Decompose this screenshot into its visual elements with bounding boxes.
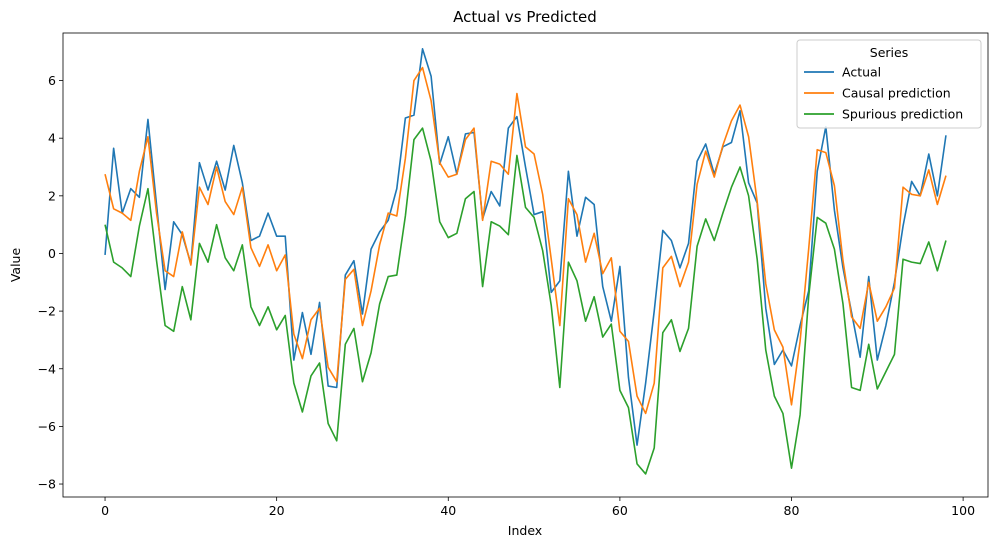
series-lines bbox=[104, 48, 947, 475]
y-tick-label: 2 bbox=[48, 188, 56, 203]
x-tick-label: 40 bbox=[440, 503, 456, 518]
legend-title: Series bbox=[870, 45, 908, 60]
x-tick-label: 0 bbox=[101, 503, 109, 518]
x-tick-label: 80 bbox=[784, 503, 800, 518]
legend: Series Actual Causal prediction Spurious p… bbox=[796, 39, 982, 129]
series-line-causal-prediction bbox=[104, 66, 947, 415]
legend-label-actual: Actual bbox=[842, 65, 881, 80]
x-tick-label: 100 bbox=[951, 503, 975, 518]
legend-items: Actual Causal prediction Spurious predicti… bbox=[804, 65, 963, 122]
y-tick-label: 0 bbox=[48, 246, 56, 261]
series-line-spurious-prediction bbox=[104, 127, 947, 475]
y-tick-label: 4 bbox=[48, 131, 56, 146]
legend-box bbox=[796, 39, 982, 129]
y-tick-label: −6 bbox=[38, 419, 56, 434]
y-tick-label: −2 bbox=[38, 304, 56, 319]
x-tick-label: 20 bbox=[269, 503, 285, 518]
y-tick-label: −8 bbox=[38, 477, 56, 492]
y-tick-label: −4 bbox=[38, 361, 56, 376]
y-axis-label: Value bbox=[8, 248, 23, 283]
x-tick-label: 60 bbox=[612, 503, 628, 518]
y-tick-label: 6 bbox=[48, 73, 56, 88]
x-axis-ticks: 0 20 40 60 80 100 bbox=[101, 497, 975, 518]
y-axis-ticks: −8 −6 −4 −2 0 2 4 6 bbox=[38, 73, 63, 492]
legend-label-causal-prediction: Causal prediction bbox=[842, 86, 951, 101]
legend-label-spurious-prediction: Spurious prediction bbox=[842, 107, 963, 122]
chart-title: Actual vs Predicted bbox=[453, 8, 597, 26]
x-axis-label: Index bbox=[508, 523, 542, 538]
